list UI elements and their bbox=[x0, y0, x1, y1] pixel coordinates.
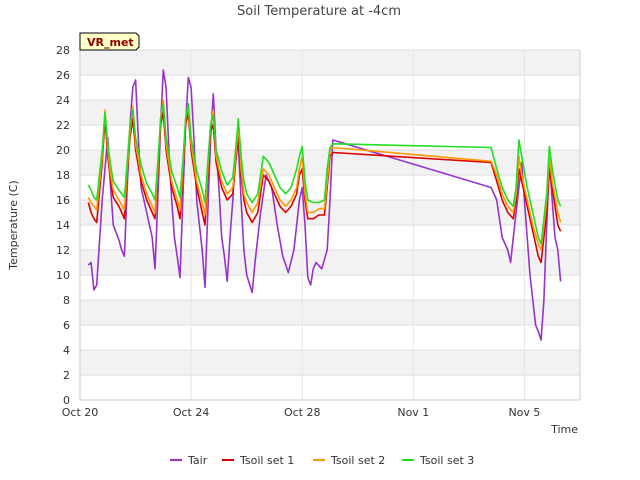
y-tick-label: 20 bbox=[56, 144, 70, 157]
y-tick-label: 18 bbox=[56, 169, 70, 182]
y-tick-label: 22 bbox=[56, 119, 70, 132]
band-6 bbox=[80, 300, 580, 325]
band-10 bbox=[80, 250, 580, 275]
y-tick-label: 0 bbox=[63, 394, 70, 407]
y-tick-label: 28 bbox=[56, 44, 70, 57]
y-tick-label: 6 bbox=[63, 319, 70, 332]
station-badge: VR_met bbox=[79, 32, 140, 51]
series-line-3 bbox=[87, 103, 562, 245]
series-line-0 bbox=[87, 69, 562, 341]
y-tick-label: 24 bbox=[56, 94, 70, 107]
axes bbox=[79, 50, 581, 401]
legend-label-3: Tsoil set 3 bbox=[419, 454, 474, 467]
x-tick-label: Oct 28 bbox=[284, 406, 321, 419]
y-axis-label: Temperature (C) bbox=[7, 180, 20, 270]
x-tick-label: Oct 20 bbox=[62, 406, 99, 419]
band-26 bbox=[80, 50, 580, 75]
y-tick-label: 12 bbox=[56, 244, 70, 257]
legend-label-0: Tair bbox=[187, 454, 208, 467]
x-tick-labels: Oct 20 Oct 24 Oct 28 Nov 1 Nov 5 bbox=[62, 406, 541, 419]
chart-title: Soil Temperature at -4cm bbox=[237, 4, 401, 19]
x-axis-label: Time bbox=[550, 423, 578, 436]
y-tick-label: 10 bbox=[56, 269, 70, 282]
x-tick-label: Nov 5 bbox=[508, 406, 540, 419]
y-tick-label: 16 bbox=[56, 194, 70, 207]
badge-box bbox=[79, 32, 140, 51]
band-22 bbox=[80, 100, 580, 125]
series-lines bbox=[87, 69, 562, 341]
x-tick-label: Oct 24 bbox=[173, 406, 210, 419]
x-tick-label: Nov 1 bbox=[397, 406, 429, 419]
y-tick-label: 2 bbox=[63, 369, 70, 382]
y-tick-label: 14 bbox=[56, 219, 70, 232]
legend: Tair Tsoil set 1 Tsoil set 2 Tsoil set 3 bbox=[170, 454, 474, 467]
badge-label: VR_met bbox=[87, 36, 134, 49]
y-tick-label: 8 bbox=[63, 294, 70, 307]
band-2 bbox=[80, 350, 580, 375]
legend-label-1: Tsoil set 1 bbox=[239, 454, 294, 467]
y-tick-label: 4 bbox=[63, 344, 70, 357]
y-tick-label: 26 bbox=[56, 69, 70, 82]
legend-label-2: Tsoil set 2 bbox=[330, 454, 385, 467]
